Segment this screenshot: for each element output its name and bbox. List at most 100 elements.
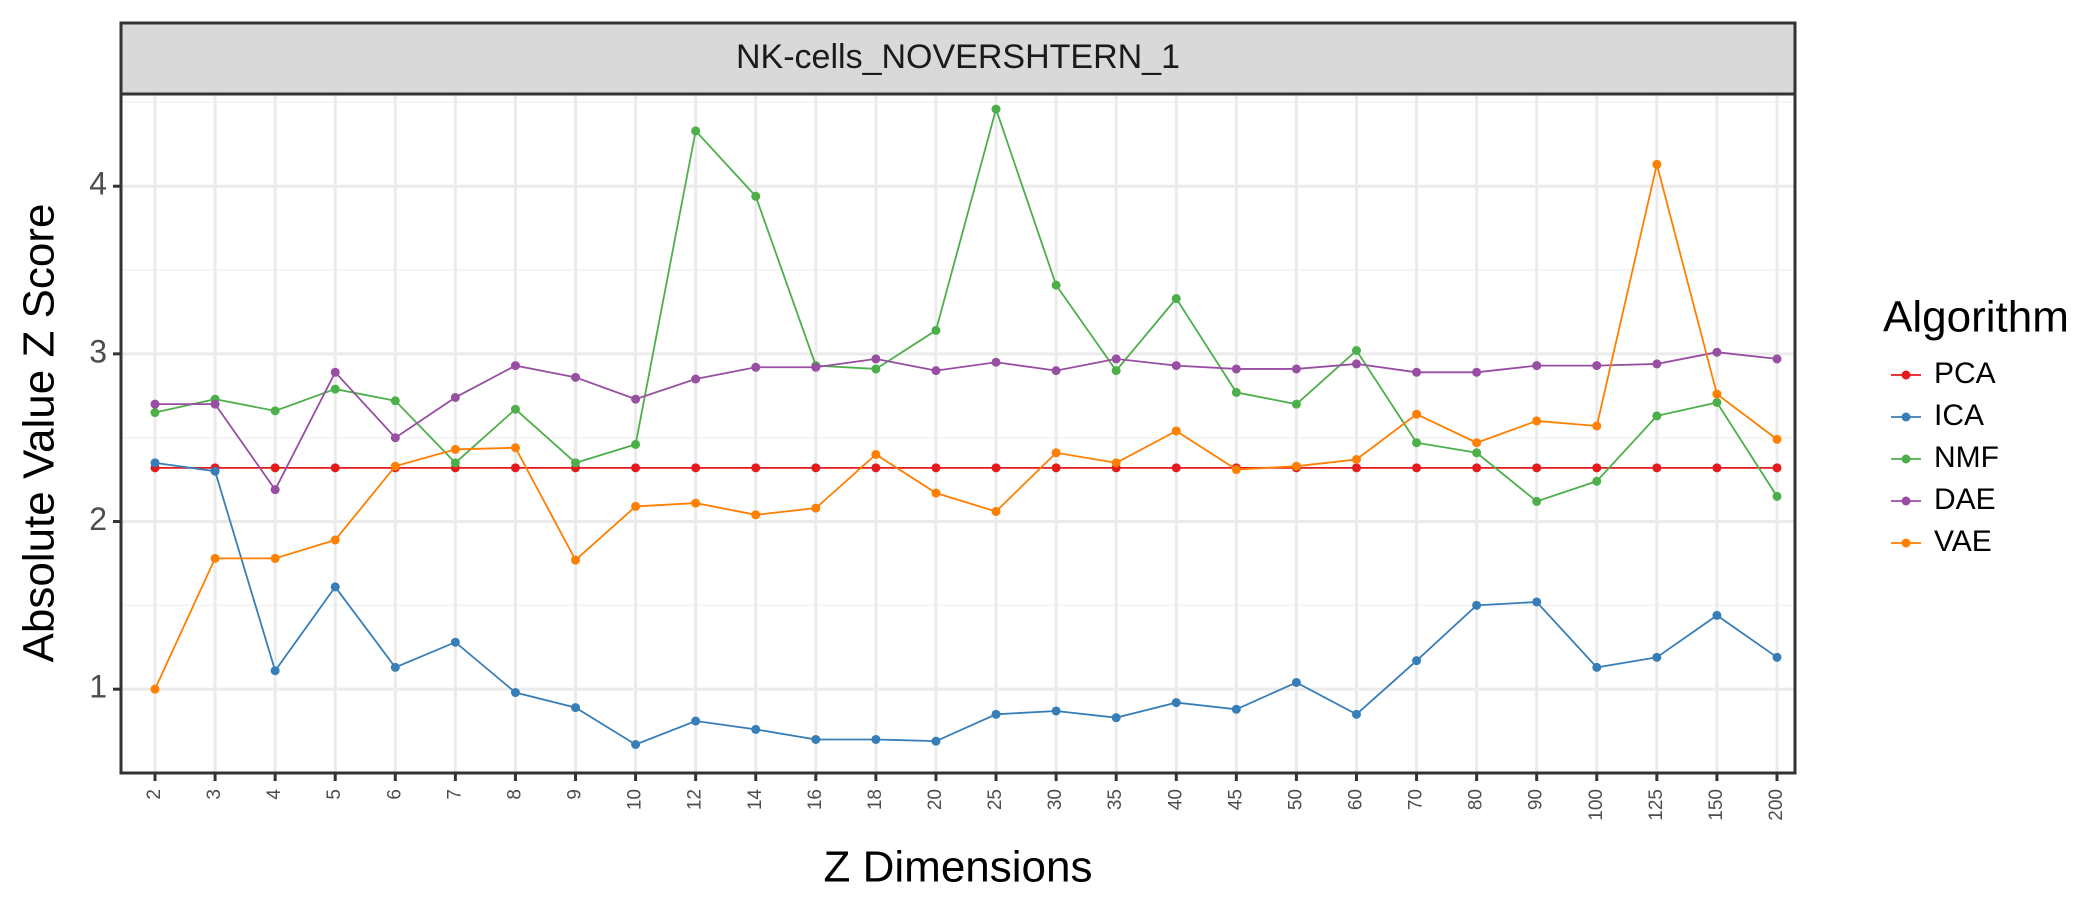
data-point-dae	[571, 372, 581, 382]
data-point-nmf	[1712, 397, 1722, 407]
data-point-nmf	[1592, 476, 1602, 486]
data-point-vae	[1351, 454, 1361, 464]
data-point-nmf	[1772, 491, 1782, 501]
data-point-nmf	[1532, 496, 1542, 506]
data-point-dae	[991, 357, 1001, 367]
data-point-vae	[510, 443, 520, 453]
data-point-ica	[270, 666, 280, 676]
data-point-nmf	[1171, 294, 1181, 304]
data-point-nmf	[510, 404, 520, 414]
data-point-pca	[510, 463, 520, 473]
data-point-ica	[390, 662, 400, 672]
data-point-pca	[1592, 463, 1602, 473]
x-tick-label: 100	[1586, 789, 1607, 821]
legend-label-pca: PCA	[1934, 357, 1996, 390]
data-point-dae	[150, 399, 160, 409]
x-tick-label: 9	[565, 789, 586, 800]
legend-label-ica: ICA	[1934, 399, 1984, 432]
data-point-vae	[631, 501, 641, 511]
series-line-dae	[155, 351, 1778, 492]
data-point-dae	[1111, 354, 1121, 364]
data-point-vae	[270, 553, 280, 563]
legend-label-vae: VAE	[1934, 525, 1992, 558]
x-tick-label: 50	[1285, 789, 1306, 810]
data-point-vae	[811, 503, 821, 513]
data-point-pca	[1051, 463, 1061, 473]
x-tick-label: 7	[444, 789, 465, 800]
data-point-vae	[871, 449, 881, 459]
series-ica	[150, 458, 1782, 749]
data-point-vae	[450, 444, 460, 454]
data-point-dae	[510, 361, 520, 371]
data-point-dae	[931, 366, 941, 376]
data-point-vae	[751, 510, 761, 520]
data-point-vae	[1532, 416, 1542, 426]
data-point-dae	[1351, 359, 1361, 369]
data-point-ica	[1171, 698, 1181, 708]
data-point-ica	[931, 736, 941, 746]
data-point-pca	[1171, 463, 1181, 473]
data-point-vae	[1171, 426, 1181, 436]
plot-panel	[121, 94, 1795, 773]
data-point-nmf	[751, 191, 761, 201]
data-point-vae	[1472, 438, 1482, 448]
data-point-dae	[1412, 367, 1422, 377]
data-point-pca	[811, 463, 821, 473]
legend-item-nmf: NMF	[1891, 441, 1999, 474]
legend-item-ica: ICA	[1891, 399, 1984, 432]
data-point-pca	[1712, 463, 1722, 473]
legend-point-vae	[1901, 538, 1911, 548]
x-tick-label: 125	[1646, 789, 1667, 821]
data-point-dae	[811, 362, 821, 372]
data-point-vae	[390, 461, 400, 471]
data-point-dae	[691, 374, 701, 384]
data-point-dae	[1652, 359, 1662, 369]
data-point-pca	[751, 463, 761, 473]
series-nmf	[150, 104, 1782, 506]
data-point-pca	[1472, 463, 1482, 473]
data-point-vae	[1291, 461, 1301, 471]
data-point-nmf	[450, 458, 460, 468]
x-tick-label: 4	[264, 789, 285, 800]
x-tick-label: 6	[384, 789, 405, 800]
data-point-ica	[871, 734, 881, 744]
facet-strip	[119, 21, 1797, 96]
data-point-ica	[330, 582, 340, 592]
data-point-nmf	[1051, 280, 1061, 290]
data-point-nmf	[631, 439, 641, 449]
legend-item-vae: VAE	[1891, 525, 1992, 558]
x-tick-label: 35	[1105, 789, 1126, 810]
legend-item-dae: DAE	[1891, 483, 1996, 516]
data-point-ica	[1472, 600, 1482, 610]
data-point-ica	[1652, 652, 1662, 662]
x-tick-label: 10	[625, 789, 646, 810]
data-point-nmf	[270, 406, 280, 416]
series-line-ica	[154, 461, 1778, 746]
data-point-nmf	[1111, 366, 1121, 376]
y-axis-title: Absolute Value Z Score	[15, 204, 64, 663]
data-point-ica	[571, 703, 581, 713]
data-point-dae	[1772, 354, 1782, 364]
data-point-dae	[871, 354, 881, 364]
x-tick-label: 45	[1225, 789, 1246, 810]
data-point-ica	[1712, 610, 1722, 620]
data-point-ica	[450, 637, 460, 647]
data-point-dae	[1051, 366, 1061, 376]
y-axis: 1 2 3 4	[89, 166, 121, 705]
data-point-nmf	[691, 126, 701, 136]
data-point-vae	[1712, 389, 1722, 399]
data-point-ica	[1532, 597, 1542, 607]
series-layer	[150, 104, 1782, 749]
y-tick-label: 2	[89, 501, 107, 537]
data-point-pca	[330, 463, 340, 473]
data-point-vae	[1111, 458, 1121, 468]
data-point-dae	[1231, 364, 1241, 374]
legend-item-pca: PCA	[1891, 357, 1996, 390]
data-point-dae	[270, 485, 280, 495]
x-tick-label: 12	[685, 789, 706, 810]
x-axis: 2 3 4 5 6 7 8 9 10 12 14 16 18 20 25 30 35 40 45 50 60 70 80 90…	[144, 773, 1787, 821]
data-point-pca	[1351, 463, 1361, 473]
data-point-dae	[631, 394, 641, 404]
data-point-nmf	[330, 384, 340, 394]
x-tick-label: 20	[925, 789, 946, 810]
